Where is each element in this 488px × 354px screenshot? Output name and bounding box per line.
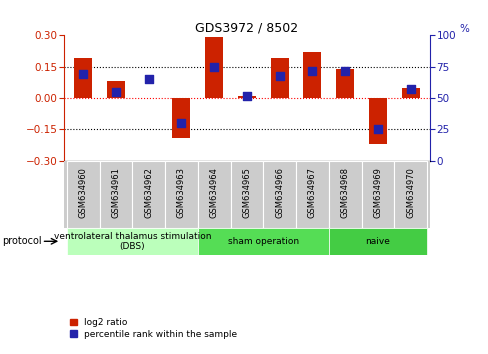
Bar bbox=[270, 58, 288, 98]
Text: GSM634965: GSM634965 bbox=[242, 167, 251, 218]
Bar bbox=[263, 161, 295, 228]
Text: GSM634962: GSM634962 bbox=[144, 167, 153, 218]
Text: GSM634968: GSM634968 bbox=[340, 167, 349, 218]
Point bbox=[144, 76, 152, 82]
Bar bbox=[198, 161, 230, 228]
Bar bbox=[198, 228, 328, 255]
Point bbox=[308, 68, 316, 73]
Point bbox=[406, 86, 414, 92]
Bar bbox=[328, 161, 361, 228]
Text: GSM634970: GSM634970 bbox=[406, 167, 414, 218]
Text: GSM634964: GSM634964 bbox=[209, 167, 218, 218]
Text: naive: naive bbox=[365, 237, 389, 246]
Text: GSM634963: GSM634963 bbox=[177, 167, 185, 218]
Text: GSM634966: GSM634966 bbox=[275, 167, 284, 218]
Bar bbox=[230, 161, 263, 228]
Bar bbox=[205, 38, 223, 98]
Point bbox=[243, 93, 250, 98]
Point bbox=[210, 64, 218, 70]
Text: GSM634961: GSM634961 bbox=[111, 167, 120, 218]
Text: GSM634969: GSM634969 bbox=[373, 167, 382, 218]
Bar bbox=[393, 161, 426, 228]
Bar bbox=[335, 69, 353, 98]
Bar bbox=[74, 58, 92, 98]
Text: protocol: protocol bbox=[2, 236, 42, 246]
Bar bbox=[368, 98, 386, 144]
Bar bbox=[165, 161, 198, 228]
Bar bbox=[303, 52, 321, 98]
Bar bbox=[172, 98, 190, 138]
Legend: log2 ratio, percentile rank within the sample: log2 ratio, percentile rank within the s… bbox=[68, 316, 239, 341]
Bar bbox=[361, 161, 393, 228]
Text: GSM634960: GSM634960 bbox=[79, 167, 87, 218]
Bar bbox=[401, 88, 419, 98]
Text: sham operation: sham operation bbox=[227, 237, 298, 246]
Bar bbox=[132, 161, 165, 228]
Point bbox=[275, 73, 283, 78]
Bar bbox=[100, 161, 132, 228]
Bar bbox=[328, 228, 426, 255]
Text: GSM634967: GSM634967 bbox=[307, 167, 316, 218]
Point bbox=[177, 120, 185, 126]
Title: GDS3972 / 8502: GDS3972 / 8502 bbox=[195, 21, 298, 34]
Bar bbox=[67, 161, 100, 228]
Bar bbox=[107, 81, 125, 98]
Text: %: % bbox=[459, 24, 468, 34]
Bar bbox=[67, 228, 198, 255]
Point bbox=[112, 89, 120, 95]
Point bbox=[373, 127, 381, 132]
Bar bbox=[295, 161, 328, 228]
Bar bbox=[238, 96, 255, 98]
Point bbox=[341, 68, 348, 73]
Point bbox=[79, 72, 87, 77]
Text: ventrolateral thalamus stimulation
(DBS): ventrolateral thalamus stimulation (DBS) bbox=[54, 232, 211, 251]
